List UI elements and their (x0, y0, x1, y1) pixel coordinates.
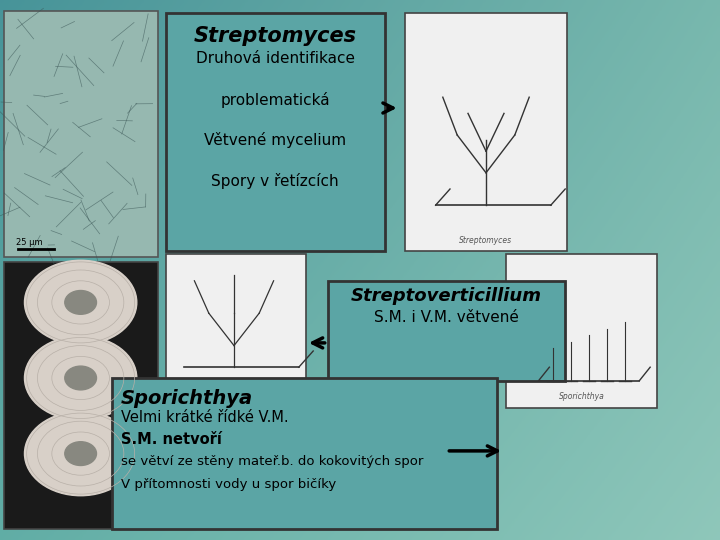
Circle shape (24, 336, 137, 420)
Bar (506, 254, 657, 408)
Text: Druhová identifikace: Druhová identifikace (196, 51, 354, 66)
Text: Větvené mycelium: Větvené mycelium (204, 132, 346, 149)
Text: S.M. netvoří: S.M. netvoří (121, 432, 222, 447)
Circle shape (65, 366, 96, 390)
Text: 25 μm: 25 μm (16, 238, 42, 247)
Circle shape (24, 260, 137, 345)
Text: Sporichthya: Sporichthya (559, 392, 605, 401)
Bar (112, 378, 497, 529)
Text: Spory v řetízcích: Spory v řetízcích (211, 173, 339, 189)
Text: Streptomyces: Streptomyces (194, 26, 356, 46)
Text: S.M. i V.M. větvené: S.M. i V.M. větvené (374, 310, 519, 326)
Circle shape (65, 291, 96, 314)
Text: se větví ze stěny mateř.b. do kokovitých spor: se větví ze stěny mateř.b. do kokovitých… (121, 455, 423, 468)
Text: Streptomyces: Streptomyces (459, 235, 512, 245)
Text: Streptoverticillium: Streptoverticillium (351, 287, 542, 305)
Text: V přítomnosti vody u spor bičíky: V přítomnosti vody u spor bičíky (121, 478, 336, 491)
Bar (4, 11, 158, 256)
Text: problematická: problematická (220, 92, 330, 108)
Bar (328, 281, 565, 381)
Text: Sporichthya: Sporichthya (121, 389, 253, 408)
Text: Streptoverticillum: Streptoverticillum (202, 392, 270, 401)
Text: Velmi krátké řídké V.M.: Velmi krátké řídké V.M. (121, 410, 289, 426)
Bar (166, 254, 306, 408)
Circle shape (65, 442, 96, 465)
Bar (4, 262, 158, 529)
Bar (166, 14, 385, 251)
Circle shape (24, 411, 137, 496)
Bar (405, 14, 567, 251)
